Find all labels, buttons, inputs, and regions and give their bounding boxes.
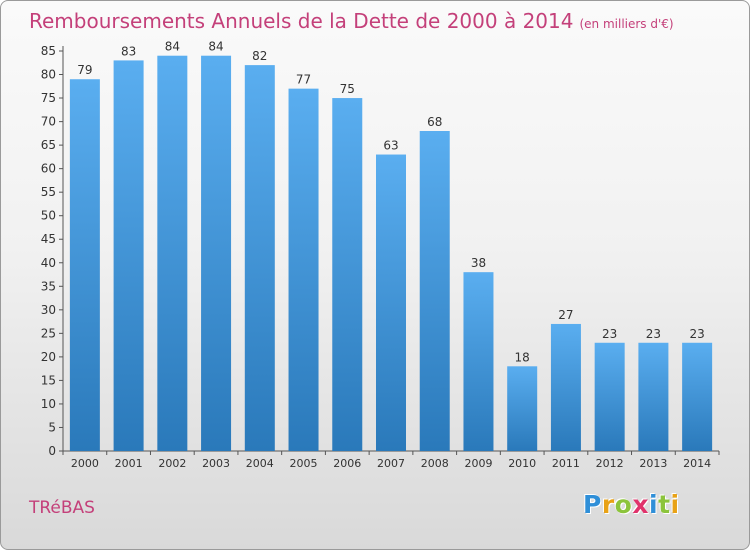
commune-name: TRéBAS (29, 498, 95, 518)
x-tick-label: 2009 (464, 457, 492, 470)
bar (113, 60, 144, 451)
y-tick-label: 0 (48, 444, 56, 458)
bar (69, 79, 100, 451)
bar-value-label: 77 (296, 73, 311, 87)
bar (550, 323, 581, 451)
logo-letter: i (649, 490, 659, 519)
y-tick-label: 5 (48, 420, 56, 434)
bar-value-label: 18 (515, 350, 530, 364)
y-tick-label: 25 (41, 326, 56, 340)
x-tick-label: 2011 (552, 457, 580, 470)
x-tick-label: 2000 (71, 457, 99, 470)
bar (682, 342, 713, 451)
x-tick-label: 2001 (115, 457, 143, 470)
y-tick-label: 75 (41, 91, 56, 105)
y-tick-label: 20 (41, 350, 56, 364)
bar-value-label: 84 (165, 40, 180, 54)
x-tick-label: 2002 (158, 457, 186, 470)
x-tick-label: 2003 (202, 457, 230, 470)
bar-value-label: 68 (427, 115, 442, 129)
x-tick-label: 2013 (639, 457, 667, 470)
bar-value-label: 82 (252, 49, 267, 63)
bar-value-label: 84 (208, 40, 223, 54)
bar-value-label: 79 (77, 63, 92, 77)
bar (507, 366, 538, 451)
chart-title-text: Remboursements Annuels de la Dette de 20… (29, 9, 574, 33)
x-tick-label: 2006 (333, 457, 361, 470)
bar (594, 342, 625, 451)
bar (288, 88, 319, 451)
logo-letter: o (614, 490, 633, 519)
bar (201, 55, 232, 452)
x-tick-label: 2004 (246, 457, 274, 470)
logo-letter: P (583, 490, 602, 519)
bar (157, 55, 188, 452)
bar (638, 342, 669, 451)
y-tick-label: 80 (41, 68, 56, 82)
x-tick-label: 2014 (683, 457, 711, 470)
bar (419, 131, 450, 451)
x-tick-label: 2007 (377, 457, 405, 470)
y-tick-label: 85 (41, 44, 56, 58)
bar (332, 98, 363, 451)
bar-value-label: 23 (602, 327, 617, 341)
y-tick-label: 45 (41, 232, 56, 246)
bar-value-label: 83 (121, 44, 136, 58)
bar-value-label: 38 (471, 256, 486, 270)
bar-value-label: 27 (558, 308, 573, 322)
logo-letter: i (670, 490, 680, 519)
proxiti-logo[interactable]: Proxiti (583, 490, 680, 519)
y-tick-label: 30 (41, 303, 56, 317)
bar (244, 65, 275, 451)
bar-value-label: 75 (340, 82, 355, 96)
chart-title: Remboursements Annuels de la Dette de 20… (29, 9, 674, 33)
x-tick-label: 2010 (508, 457, 536, 470)
chart-unit-note: (en milliers d'€) (579, 17, 674, 31)
y-tick-label: 65 (41, 138, 56, 152)
y-tick-label: 55 (41, 185, 56, 199)
y-tick-label: 35 (41, 279, 56, 293)
y-tick-label: 70 (41, 115, 56, 129)
logo-letter: r (601, 490, 615, 519)
bar-value-label: 63 (383, 139, 398, 153)
logo-letter: t (658, 490, 671, 519)
x-tick-label: 2012 (596, 457, 624, 470)
bar (463, 272, 494, 451)
x-tick-label: 2005 (290, 457, 318, 470)
bar (376, 154, 406, 451)
bar-value-label: 23 (646, 327, 661, 341)
bar-value-label: 23 (689, 327, 704, 341)
logo-letter: x (632, 490, 649, 519)
y-tick-label: 40 (41, 256, 56, 270)
y-tick-label: 50 (41, 209, 56, 223)
x-tick-label: 2008 (421, 457, 449, 470)
y-tick-label: 10 (41, 397, 56, 411)
y-tick-label: 15 (41, 373, 56, 387)
y-tick-label: 60 (41, 162, 56, 176)
